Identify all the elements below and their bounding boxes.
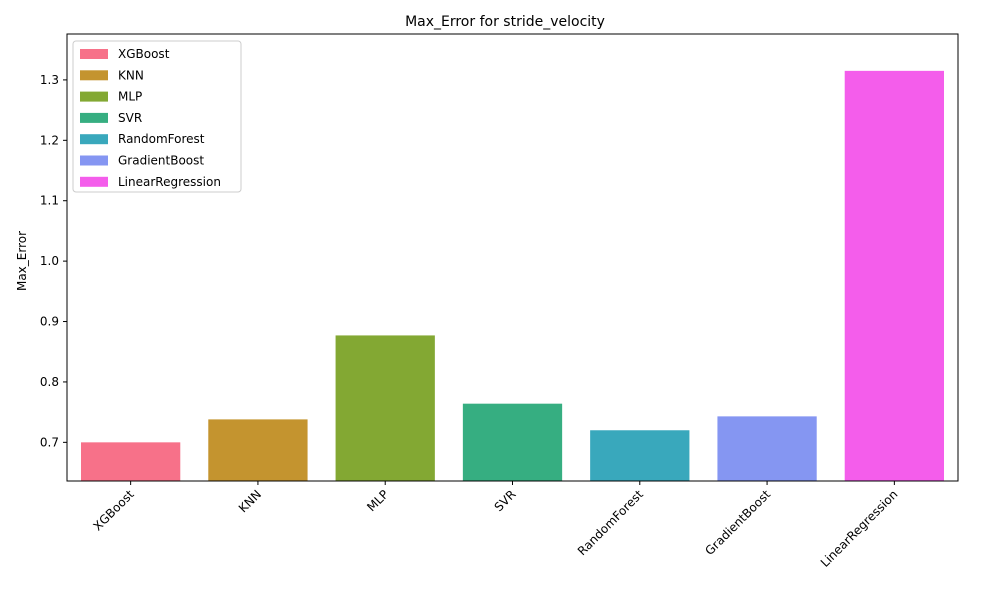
bar-gradientboost	[717, 416, 817, 481]
y-tick-label: 0.7	[40, 435, 59, 449]
bars-group	[81, 70, 944, 482]
legend-label: MLP	[118, 90, 142, 104]
y-axis-label: Max_Error	[15, 231, 29, 291]
y-tick-label: 1.2	[40, 133, 59, 147]
bar-randomforest	[590, 430, 690, 481]
legend-label: KNN	[118, 68, 144, 82]
y-tick-label: 0.8	[40, 375, 59, 389]
legend-label: LinearRegression	[118, 175, 221, 189]
x-tick-label: RandomForest	[575, 487, 646, 558]
legend-swatch	[80, 176, 108, 187]
legend-swatch	[80, 155, 108, 166]
x-tick-label: MLP	[364, 487, 391, 514]
x-tick-label: XGBoost	[91, 487, 137, 533]
bar-svr	[462, 403, 563, 481]
y-tick-label: 0.9	[40, 315, 59, 329]
legend: XGBoost KNN MLP SVR RandomForest GradientBoos…	[72, 40, 242, 193]
bar-mlp	[335, 335, 435, 481]
y-tick-label: 1.3	[40, 73, 59, 87]
legend-swatch	[80, 112, 108, 123]
x-tick-label: SVR	[492, 487, 519, 514]
x-tick-label: KNN	[236, 487, 264, 515]
legend-swatch	[80, 91, 108, 102]
x-tick-label: LinearRegression	[818, 487, 901, 570]
plot-frame	[66, 33, 959, 482]
legend-label: RandomForest	[118, 132, 205, 146]
bar-knn	[208, 419, 308, 481]
legend-swatch	[80, 49, 108, 59]
legend-box	[72, 40, 242, 193]
chart-title: Max_Error for stride_velocity	[405, 14, 605, 30]
bar-xgboost	[81, 442, 181, 481]
y-tick-label: 1.0	[40, 254, 59, 268]
y-axis-ticks: 0.7 0.8 0.9 1.0 1.1 1.2 1.3	[40, 73, 67, 449]
bar-linearregression	[844, 70, 944, 482]
y-tick-label: 1.1	[40, 194, 59, 208]
legend-label: GradientBoost	[118, 154, 204, 168]
x-axis-ticks: XGBoost KNN MLP SVR RandomForest GradientBoos…	[91, 481, 901, 570]
legend-swatch	[80, 134, 108, 145]
legend-label: SVR	[118, 111, 142, 125]
legend-label: XGBoost	[118, 47, 170, 61]
legend-swatch	[80, 70, 108, 81]
x-tick-label: GradientBoost	[702, 487, 773, 558]
